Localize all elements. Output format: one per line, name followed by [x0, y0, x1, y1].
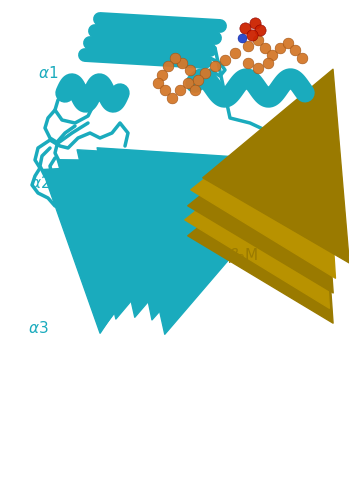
Text: $\alpha$2: $\alpha$2 — [30, 175, 50, 191]
Point — [155, 79, 161, 87]
Point — [222, 56, 228, 64]
Point — [232, 49, 238, 57]
Text: $\beta_2$M: $\beta_2$M — [228, 246, 259, 265]
Point — [269, 51, 275, 59]
Point — [169, 94, 175, 102]
Point — [187, 66, 193, 74]
Point — [159, 71, 165, 79]
Point — [172, 54, 178, 62]
Point — [245, 59, 251, 67]
Point — [162, 86, 168, 94]
Point — [185, 79, 191, 87]
Point — [239, 34, 245, 42]
Point — [285, 39, 291, 47]
Point — [245, 42, 251, 50]
Point — [299, 54, 305, 62]
Point — [257, 26, 263, 34]
Text: $\alpha$3: $\alpha$3 — [28, 320, 49, 336]
Point — [255, 64, 261, 72]
Point — [249, 31, 255, 39]
Point — [165, 62, 171, 70]
Point — [195, 76, 201, 84]
Point — [192, 86, 198, 94]
Point — [255, 36, 261, 44]
Point — [242, 24, 248, 32]
Point — [277, 44, 283, 52]
Point — [292, 46, 298, 54]
Point — [212, 62, 218, 70]
Point — [177, 86, 183, 94]
Point — [262, 44, 268, 52]
Point — [252, 19, 258, 27]
Text: $\alpha$1: $\alpha$1 — [38, 65, 58, 81]
Point — [202, 69, 208, 77]
Point — [265, 59, 271, 67]
Point — [179, 59, 185, 67]
